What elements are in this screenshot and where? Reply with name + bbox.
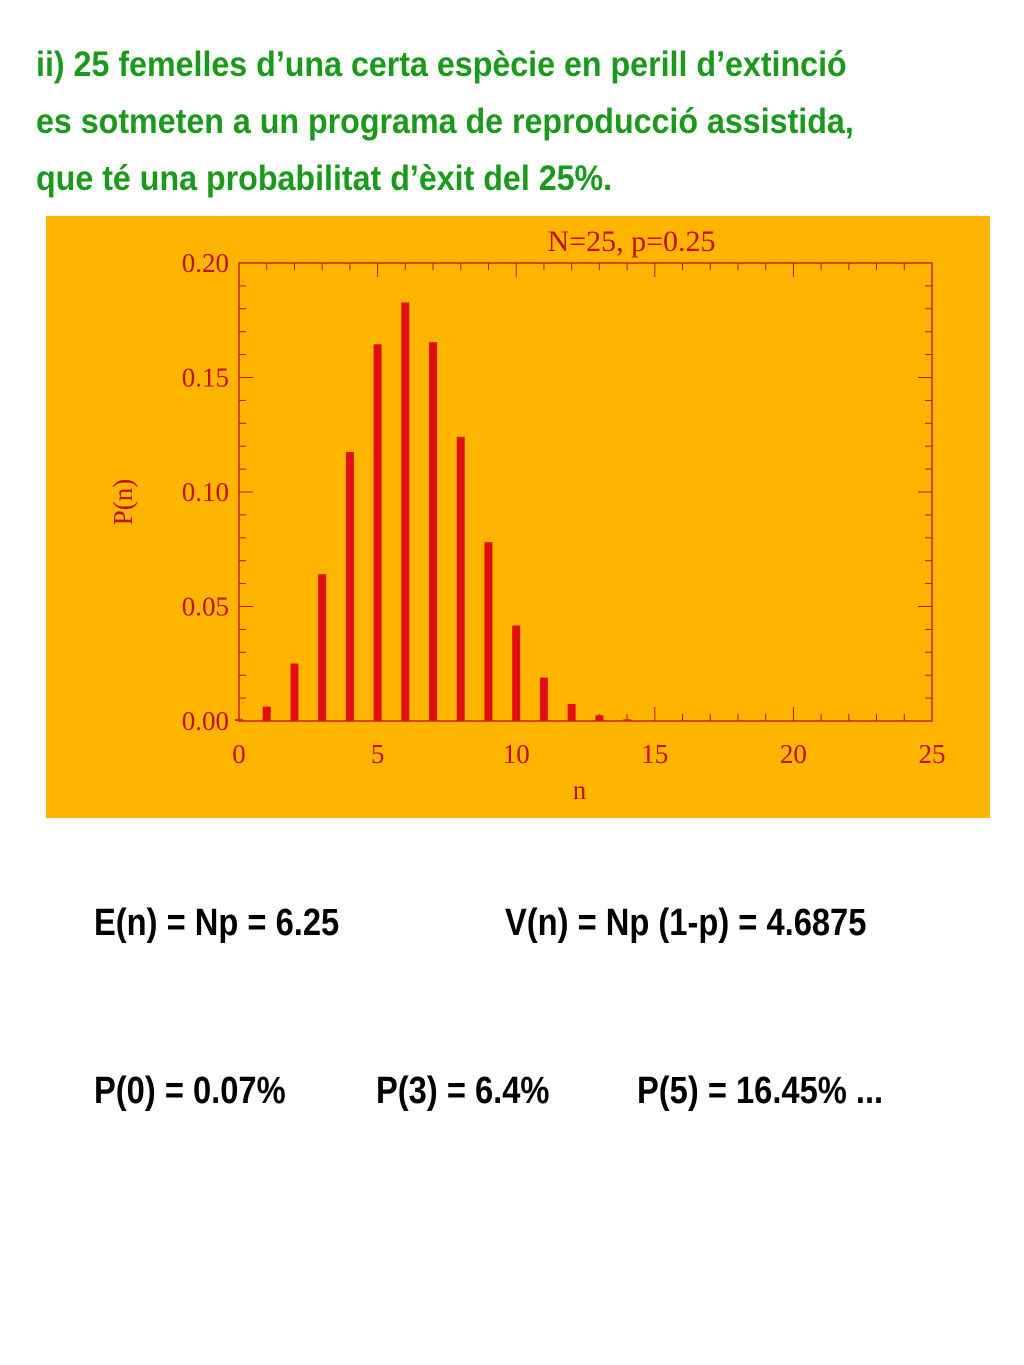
bar-n-12	[567, 704, 576, 721]
y-axis-label: P(n)	[108, 479, 138, 526]
x-tick-label: 15	[641, 739, 668, 769]
y-tick-label: 0.15	[182, 363, 229, 393]
plot-frame	[238, 262, 933, 722]
chart-panel: 0 5 10 15 20 25 0.00 0.05 0.10 0.15 0.20 n P(n) N=25,…	[46, 216, 990, 818]
expectation-formula: E(n) = Np = 6.25	[94, 902, 340, 944]
bar-n-9	[484, 542, 493, 721]
variance-formula: V(n) = Np (1-p) = 4.6875	[505, 902, 867, 944]
bar-n-2	[290, 663, 299, 721]
y-tick-label: 0.05	[182, 592, 229, 622]
x-tick-label: 20	[780, 739, 807, 769]
x-tick-label: 0	[232, 739, 246, 769]
x-tick-label: 25	[919, 739, 946, 769]
bar-n-10	[512, 625, 521, 721]
x-tick-label: 5	[371, 739, 385, 769]
slide-heading: ii) 25 femelles d’una certa espècie en p…	[36, 36, 928, 207]
binomial-chart: 0 5 10 15 20 25 0.00 0.05 0.10 0.15 0.20 n P(n) N=25,…	[108, 225, 946, 805]
bar-n-3	[318, 574, 327, 721]
bar-n-6	[401, 302, 410, 721]
bar-n-4	[345, 451, 354, 721]
x-axis-label: n	[573, 775, 587, 805]
bar-n-5	[373, 344, 382, 721]
y-tick-label: 0.10	[182, 477, 229, 507]
y-tick-label: 0.00	[182, 706, 229, 736]
chart-title: N=25, p=0.25	[547, 225, 715, 258]
x-tick-label: 10	[503, 739, 530, 769]
bar-n-7	[429, 342, 438, 721]
probability-p3: P(3) = 6.4%	[376, 1070, 550, 1112]
heading-line-3: que té una probabilitat d’èxit del 25%.	[36, 159, 613, 198]
bar-n-1	[262, 706, 271, 721]
heading-line-1: ii) 25 femelles d’una certa espècie en p…	[36, 45, 847, 84]
probability-p0: P(0) = 0.07%	[94, 1070, 286, 1112]
bar-n-11	[539, 677, 548, 721]
probability-p5: P(5) = 16.45% ...	[637, 1070, 884, 1112]
heading-line-2: es sotmeten a un programa de reproducció…	[36, 102, 854, 141]
bar-n-8	[456, 436, 465, 721]
bar-n-14	[623, 719, 632, 721]
bar-n-0	[235, 719, 243, 721]
bar-n-13	[595, 715, 604, 721]
y-tick-label: 0.20	[182, 248, 229, 278]
